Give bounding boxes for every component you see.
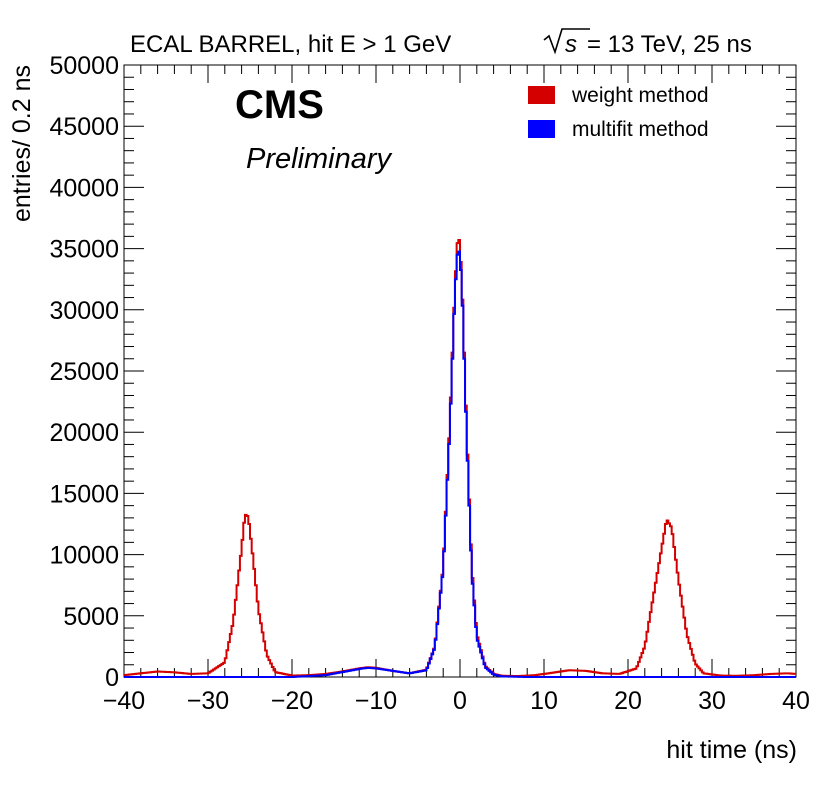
series-line-1 [124, 250, 796, 678]
y-tick-label: 45000 [49, 113, 119, 141]
y-tick-label: 25000 [49, 358, 119, 386]
y-tick-label: 35000 [49, 236, 119, 264]
series-layer [124, 239, 796, 678]
y-tick-label: 50000 [49, 52, 119, 80]
preliminary-label: Preliminary [246, 143, 393, 175]
sqrt-s-symbol: s [543, 28, 590, 58]
y-tick-label: 20000 [49, 419, 119, 447]
chart-title-right: = 13 TeV, 25 ns [587, 31, 752, 58]
y-tick-label: 5000 [63, 603, 119, 631]
x-tick-label: −30 [187, 687, 229, 715]
x-axis: −40 −30 −20 −10 0 10 20 30 40 [103, 65, 810, 715]
chart-title-left: ECAL BARREL, hit E > 1 GeV [130, 31, 451, 58]
y-tick-label: 40000 [49, 174, 119, 202]
x-tick-label: 0 [453, 687, 467, 715]
y-tick-label: 15000 [49, 480, 119, 508]
legend-label-multifit: multifit method [572, 118, 709, 141]
legend-label-weight: weight method [571, 84, 709, 107]
x-tick-label: 30 [698, 687, 726, 715]
sqrt-s-text: s [565, 31, 577, 58]
y-tick-label: 0 [105, 664, 119, 692]
sqrt-radical-icon [543, 28, 590, 55]
y-tick-label: 30000 [49, 297, 119, 325]
x-tick-label: 20 [614, 687, 642, 715]
x-tick-label: 40 [782, 687, 810, 715]
cms-label: CMS [235, 83, 324, 127]
series-line-0 [124, 239, 796, 678]
x-tick-label: 10 [530, 687, 558, 715]
legend-swatch-weight [528, 86, 555, 104]
y-axis-title: entries/ 0.2 ns [8, 65, 36, 222]
legend-swatch-multifit [528, 120, 555, 138]
x-tick-label: −10 [355, 687, 397, 715]
x-tick-label: −40 [103, 687, 145, 715]
y-tick-label: 10000 [49, 542, 119, 570]
x-tick-label: −20 [271, 687, 313, 715]
x-axis-title: hit time (ns) [666, 736, 797, 764]
legend: weight method multifit method [528, 84, 709, 141]
plot-frame [123, 64, 797, 678]
y-axis: 0 5000 10000 15000 20000 25000 30000 35000 40000… [49, 52, 796, 692]
